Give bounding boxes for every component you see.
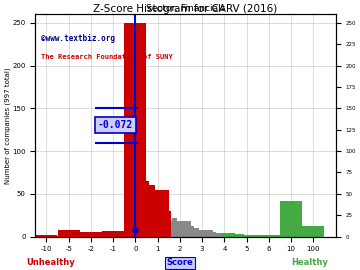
Bar [58,230,80,237]
Bar [172,218,177,237]
Bar [236,235,257,237]
Bar [77,234,82,237]
Bar [213,233,235,237]
Bar [94,236,99,237]
Bar [205,231,210,237]
Bar [169,221,191,237]
Bar [60,236,66,237]
Text: -0.072: -0.072 [98,120,133,130]
Bar [55,236,60,237]
Bar [147,190,168,237]
Bar [258,235,280,237]
Bar [125,23,146,237]
Bar [99,236,105,237]
Title: Z-Score Histogram for CARV (2016): Z-Score Histogram for CARV (2016) [93,4,278,14]
Bar [211,232,216,237]
Bar [191,230,213,237]
Bar [183,224,188,237]
Bar [144,181,149,237]
Bar [188,226,194,237]
Bar [83,235,88,237]
Text: Sector: Financials: Sector: Financials [146,4,225,13]
Bar [249,235,255,237]
Bar [122,236,127,237]
Bar [166,211,171,237]
Bar [302,226,324,237]
Bar [227,234,233,237]
Bar [161,202,166,237]
Y-axis label: Number of companies (997 total): Number of companies (997 total) [4,67,11,184]
Bar [138,168,144,237]
Text: Healthy: Healthy [291,258,328,267]
Bar [233,234,238,237]
Bar [272,235,277,237]
Text: Unhealthy: Unhealthy [26,258,75,267]
Bar [216,233,221,237]
Bar [102,231,124,237]
Bar [255,235,260,237]
Bar [149,185,155,237]
Bar [261,235,266,237]
Text: Score: Score [167,258,193,267]
Bar [238,234,244,237]
Text: The Research Foundation of SUNY: The Research Foundation of SUNY [41,54,173,60]
Text: ©www.textbiz.org: ©www.textbiz.org [41,34,115,43]
Bar [116,236,121,237]
Bar [194,228,199,237]
Bar [72,234,77,237]
Bar [36,235,57,237]
Bar [127,236,132,237]
Bar [105,236,110,237]
Bar [280,201,302,237]
Bar [80,232,102,237]
